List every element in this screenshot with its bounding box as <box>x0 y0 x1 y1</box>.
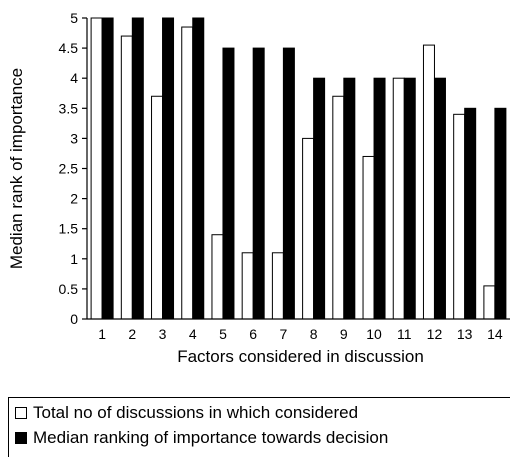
bar-median-ranking <box>282 47 295 320</box>
y-tick-label: 2 <box>70 191 78 207</box>
y-tick-label: 3 <box>70 130 78 146</box>
bar-median-ranking <box>343 77 356 320</box>
bar-median-ranking <box>162 17 175 320</box>
bar-median-ranking <box>464 107 477 320</box>
legend-swatch-black <box>15 432 27 444</box>
y-tick-label: 2.5 <box>59 161 79 177</box>
x-tick-label: 12 <box>427 326 443 342</box>
legend-label: Total no of discussions in which conside… <box>33 403 359 422</box>
x-axis-ticks: 1 2 3 4 5 6 7 8 9 10 11 12 13 14 <box>98 326 503 342</box>
x-tick-label: 11 <box>397 326 412 342</box>
x-tick-label: 8 <box>310 326 318 342</box>
y-axis-ticks: 0 0.5 1 1.5 2 2.5 3 3.5 4 4.5 5 <box>59 10 87 327</box>
legend-label: Median ranking of importance towards dec… <box>33 428 389 447</box>
y-tick-label: 0 <box>70 311 78 327</box>
x-tick-label: 4 <box>189 326 197 342</box>
y-axis-title: Median rank of importance <box>7 68 26 269</box>
bar-total-discussions <box>453 113 466 320</box>
bar-median-ranking <box>131 17 144 320</box>
y-tick-label: 1 <box>70 251 78 267</box>
bar-median-ranking <box>252 47 265 320</box>
bar-total-discussions <box>90 17 103 320</box>
legend-swatch-white <box>15 407 27 419</box>
bar-total-discussions <box>302 137 315 320</box>
x-tick-label: 3 <box>159 326 167 342</box>
legend-item-median-ranking: Median ranking of importance towards dec… <box>15 426 388 450</box>
bar-total-discussions <box>241 252 254 320</box>
bar-total-discussions <box>362 155 375 320</box>
chart-legend: Total no of discussions in which conside… <box>8 397 510 457</box>
x-tick-label: 10 <box>366 326 382 342</box>
x-tick-label: 14 <box>487 326 503 342</box>
y-tick-label: 4.5 <box>59 40 79 56</box>
bar-median-ranking <box>222 47 235 320</box>
x-tick-label: 6 <box>249 326 257 342</box>
bar-median-ranking <box>192 17 205 320</box>
y-tick-label: 0.5 <box>59 281 79 297</box>
bar-total-discussions <box>120 35 133 320</box>
bar-total-discussions <box>181 26 194 320</box>
bar-median-ranking <box>433 77 446 320</box>
x-tick-label: 9 <box>340 326 348 342</box>
bar-median-ranking <box>101 17 114 320</box>
y-tick-label: 1.5 <box>59 221 79 237</box>
x-tick-label: 2 <box>128 326 136 342</box>
x-axis-title: Factors considered in discussion <box>177 347 424 366</box>
bars-group <box>90 17 507 320</box>
bar-median-ranking <box>494 107 507 320</box>
bar-total-discussions <box>392 77 405 320</box>
x-tick-label: 5 <box>219 326 227 342</box>
y-tick-label: 3.5 <box>59 100 79 116</box>
x-tick-label: 7 <box>279 326 287 342</box>
bar-chart: 00.511.522.533.544.55 1 2 3 4 5 6 7 8 9 10 11 12 13 1… <box>7 10 510 366</box>
x-tick-label: 1 <box>98 326 106 342</box>
bar-total-discussions <box>483 285 496 320</box>
bar-total-discussions <box>271 252 284 320</box>
bar-total-discussions <box>332 95 345 320</box>
y-tick-label: 4 <box>70 70 78 86</box>
y-tick-label: 5 <box>70 10 78 26</box>
bar-total-discussions <box>151 95 164 320</box>
bar-total-discussions <box>211 234 224 320</box>
bar-total-discussions <box>422 44 435 320</box>
bar-median-ranking <box>313 77 326 320</box>
bar-median-ranking <box>373 77 386 320</box>
legend-item-total-discussions: Total no of discussions in which conside… <box>15 401 358 425</box>
bar-median-ranking <box>403 77 416 320</box>
x-tick-label: 13 <box>457 326 473 342</box>
